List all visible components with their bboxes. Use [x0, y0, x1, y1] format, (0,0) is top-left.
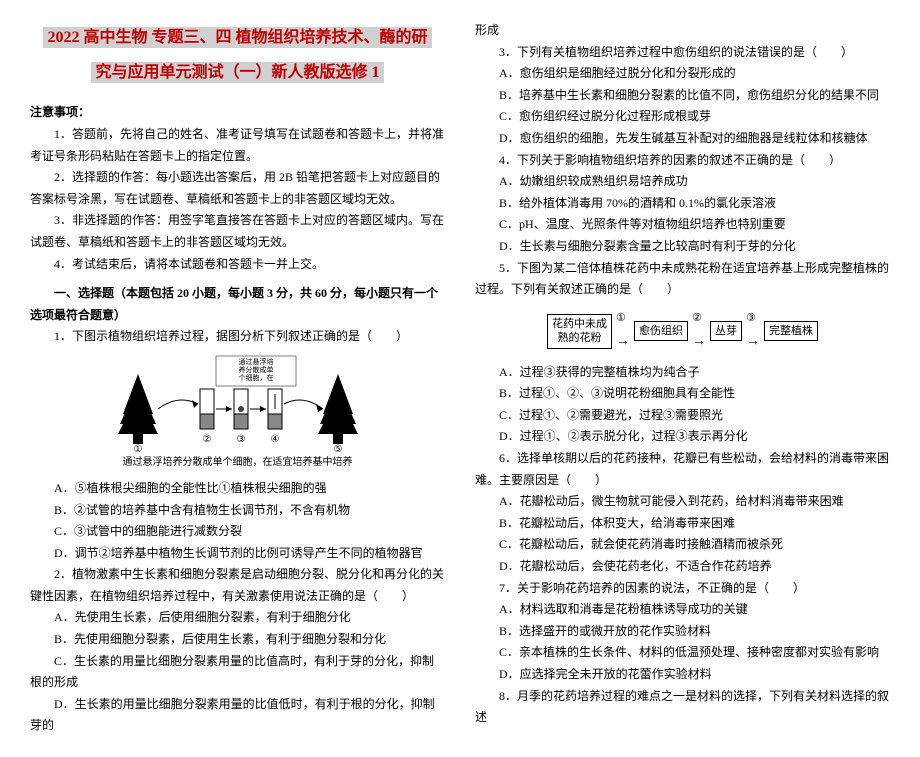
q3-option-b: B．培养基中生长素和细胞分裂素的比值不同，愈伤组织分化的结果不同	[475, 85, 890, 107]
q6-option-a: A．花瓣松动后，微生物就可能侵入到花药，给材料消毒带来困难	[475, 491, 890, 513]
title-block: 2022 高中生物 专题三、四 植物组织培养技术、酶的研 究与应用单元测试（一）…	[30, 20, 445, 90]
notice-2: 2．选择题的作答：每小题选出答案后，用 2B 铅笔把答题卡上对应题目的答案标号涂…	[30, 167, 445, 210]
q4-option-d: D．生长素与细胞分裂素含量之比较高时有利于芽的分化	[475, 236, 890, 258]
part1-heading: 一、选择题（本题包括 20 小题，每小题 3 分，共 60 分，每小题只有一个选…	[30, 283, 445, 326]
notice-1: 1．答题前，先将自己的姓名、准考证号填写在试题卷和答题卡上，并将准考证号条形码粘…	[30, 124, 445, 167]
q3-option-a: A．愈伤组织是细胞经过脱分化和分裂形成的	[475, 63, 890, 85]
q4-option-a: A．幼嫩组织较成熟组织易培养成功	[475, 171, 890, 193]
question-5: 5．下图为某二倍体植株花药中未成熟花粉在适宜培养基上形成完整植株的过程。下列有关…	[475, 258, 890, 301]
title-line1: 2022 高中生物 专题三、四 植物组织培养技术、酶的研	[43, 27, 431, 48]
flow-box-3: 丛芽	[710, 321, 742, 341]
svg-text:④: ④	[270, 434, 279, 445]
q5-flowchart: 花药中未成 熟的花粉 ①→ 愈伤组织 ②→ 丛芽 ③→ 完整植株	[475, 309, 890, 354]
flow-arrow-1: ①→	[616, 309, 630, 354]
q5-option-c: C．过程①、②需要避光，过程③需要照光	[475, 405, 890, 427]
question-3: 3．下列有关植物组织培养过程中愈伤组织的说法错误的是（ ）	[475, 42, 890, 64]
svg-text:②: ②	[202, 434, 211, 445]
q6-option-c: C．花瓣松动后，就会使花药消毒时接触酒精而被杀死	[475, 534, 890, 556]
svg-text:通过悬浮培: 通过悬浮培	[238, 357, 273, 366]
right-column: 形成 3．下列有关植物组织培养过程中愈伤组织的说法错误的是（ ） A．愈伤组织是…	[475, 20, 890, 737]
notice-heading: 注意事项：	[30, 102, 445, 124]
q7-option-b: B．选择盛开的或微开放的花作实验材料	[475, 621, 890, 643]
svg-text:①: ①	[133, 444, 142, 454]
q4-option-b: B．给外植体消毒用 70%的酒精和 0.1%的氯化汞溶液	[475, 193, 890, 215]
q2-option-d-part1: D．生长素的用量比细胞分裂素用量的比值低时，有利于根的分化，抑制芽的	[30, 694, 445, 737]
flow-box-4: 完整植株	[764, 321, 818, 341]
q1-option-a: A．⑤植株根尖细胞的全能性比①植株根尖细胞的强	[30, 478, 445, 500]
q6-option-d: D．花瓣松动后，会使花药老化，不适合作花药培养	[475, 556, 890, 578]
flow-arrow-2: ②→	[692, 309, 706, 354]
flow-box-2: 愈伤组织	[634, 321, 688, 341]
q5-option-d: D．过程①、②表示脱分化，过程③表示再分化	[475, 426, 890, 448]
question-8: 8．月季的花药培养过程的难点之一是材料的选择，下列有关材料选择的叙述	[475, 686, 890, 729]
question-4: 4．下列关于影响植物组织培养的因素的叙述不正确的是（ ）	[475, 150, 890, 172]
q7-option-c: C．亲本植株的生长条件、材料的低温预处理、接种密度都对实验有影响	[475, 642, 890, 664]
q6-option-b: B．花瓣松动后，体积变大，给消毒带来困难	[475, 513, 890, 535]
svg-text:③: ③	[236, 434, 245, 445]
q1-option-c: C．③试管中的细胞能进行减数分裂	[30, 521, 445, 543]
title-line2: 究与应用单元测试（一）新人教版选修 1	[91, 62, 383, 83]
flow-arrow-3: ③→	[746, 309, 760, 354]
q3-option-d: D．愈伤组织的细胞，先发生碱基互补配对的细胞器是线粒体和核糖体	[475, 128, 890, 150]
svg-text:⑤: ⑤	[333, 444, 342, 454]
q1-option-d: D．调节②培养基中植物生长调节剂的比例可诱导产生不同的植物器官	[30, 543, 445, 565]
notice-4: 4．考试结束后，请将本试题卷和答题卡一并上交。	[30, 254, 445, 276]
q5-option-b: B．过程①、②、③说明花粉细胞具有全能性	[475, 383, 890, 405]
q3-option-c: C．愈伤组织经过脱分化过程形成根或芽	[475, 106, 890, 128]
q4-option-c: C．pH、温度、光照条件等对植物组织培养也特别重要	[475, 214, 890, 236]
notice-3: 3．非选择题的作答：用签字笔直接答在答题卡上对应的答题区域内。写在试题卷、草稿纸…	[30, 210, 445, 253]
q7-option-a: A．材料选取和消毒是花粉植株诱导成功的关键	[475, 599, 890, 621]
q5-option-a: A．过程③获得的完整植株均为纯合子	[475, 362, 890, 384]
left-column: 2022 高中生物 专题三、四 植物组织培养技术、酶的研 究与应用单元测试（一）…	[30, 20, 445, 737]
q1-figure-caption: 通过悬浮培养分散成单个细胞，在适宜培养基中培养	[30, 454, 445, 472]
svg-text:养分散成单: 养分散成单	[238, 365, 273, 374]
question-1: 1．下图示植物组织培养过程，据图分析下列叙述正确的是（ ）	[30, 326, 445, 348]
q2-option-d-part2: 形成	[475, 20, 890, 42]
q2-option-b: B．先使用细胞分裂素，后使用生长素，有利于细胞分裂和分化	[30, 629, 445, 651]
question-6: 6．选择单核期以后的花药接种，花瓣已有些松动，会给材料的消毒带来困难。主要原因是…	[475, 448, 890, 491]
flow-box-1: 花药中未成 熟的花粉	[547, 314, 612, 349]
q1-figure: ① ② ③	[30, 354, 445, 472]
q2-option-c: C．生长素的用量比细胞分裂素用量的比值高时，有利于芽的分化，抑制根的形成	[30, 651, 445, 694]
question-7: 7．关于影响花药培养的因素的说法，不正确的是（ ）	[475, 578, 890, 600]
q1-option-b: B．②试管的培养基中含有植物生长调节剂，不含有机物	[30, 500, 445, 522]
svg-text:个细胞，在: 个细胞，在	[238, 373, 273, 382]
q7-option-d: D．应选择完全未开放的花蕾作实验材料	[475, 664, 890, 686]
flow-box-1-line2: 熟的花粉	[558, 332, 602, 344]
flow-box-1-line1: 花药中未成	[552, 318, 607, 330]
q2-option-a: A．先使用生长素，后使用细胞分裂素，有利于细胞分化	[30, 607, 445, 629]
question-2: 2．植物激素中生长素和细胞分裂素是启动细胞分裂、脱分化和再分化的关键性因素，在植…	[30, 564, 445, 607]
